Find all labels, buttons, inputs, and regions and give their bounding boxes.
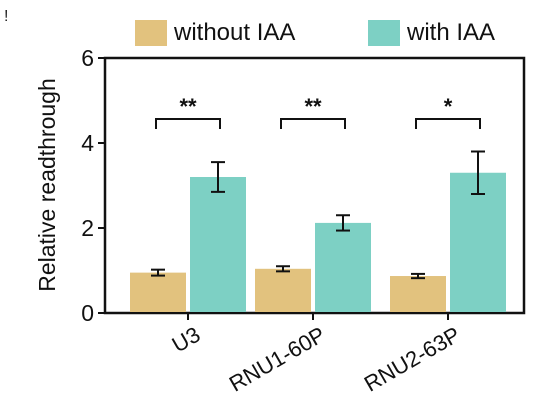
bar xyxy=(390,276,446,312)
significance-label: ** xyxy=(304,94,322,119)
legend-label: with IAA xyxy=(406,19,495,46)
y-tick-label: 0 xyxy=(81,300,94,326)
y-tick-label: 6 xyxy=(81,45,94,71)
x-tick-labels: U3 RNU1-60P RNU2-63P xyxy=(168,313,465,397)
significance-bracket xyxy=(280,118,346,129)
y-tick-label: 4 xyxy=(81,130,94,156)
legend-swatch xyxy=(135,20,167,46)
bar xyxy=(255,268,311,312)
error-bars xyxy=(151,150,485,280)
significance-label: ** xyxy=(179,94,197,119)
bar xyxy=(190,177,246,312)
bar xyxy=(130,272,186,312)
axes: 0 2 4 6 xyxy=(81,45,526,326)
legend-label: without IAA xyxy=(173,19,295,46)
plot-frame xyxy=(103,56,526,315)
bars xyxy=(130,172,506,312)
x-tick-label: RNU1-60P xyxy=(225,322,330,397)
legend: without IAA with IAA xyxy=(135,19,495,46)
significance-bracket xyxy=(415,118,481,129)
corner-mark: ! xyxy=(4,8,9,25)
y-tick-label: 2 xyxy=(81,215,94,241)
legend-swatch xyxy=(368,20,400,46)
bar xyxy=(450,172,506,312)
y-axis-label: Relative readthrough xyxy=(34,78,60,292)
significance-bracket xyxy=(155,118,221,129)
x-tick-label: U3 xyxy=(168,322,205,358)
bar xyxy=(315,222,371,312)
significance-label: * xyxy=(444,94,453,119)
significance-brackets: ** ** * xyxy=(155,94,481,129)
x-tick-label: RNU2-63P xyxy=(360,322,465,397)
